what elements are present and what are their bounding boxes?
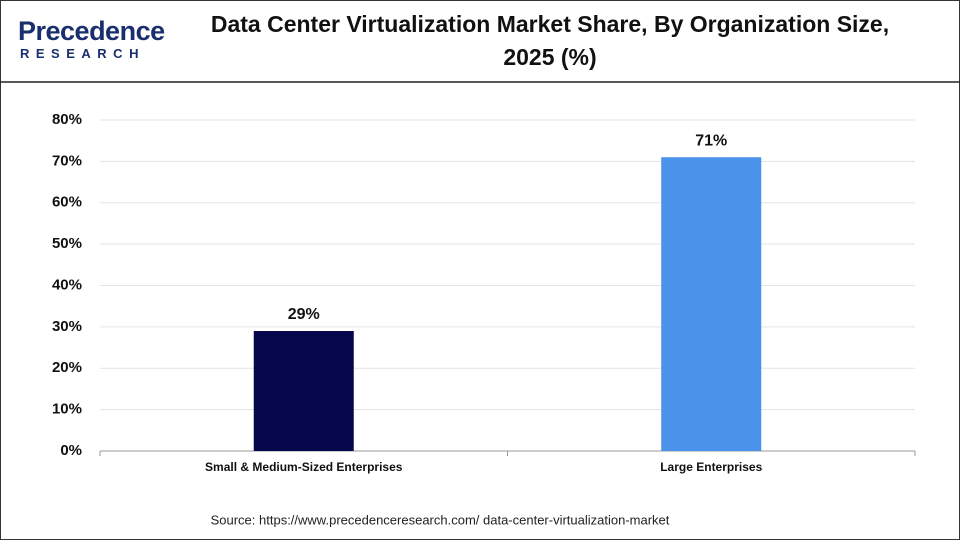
logo-name: Precedence [18,16,165,46]
bar [661,157,762,452]
y-tick-label: 60% [52,194,82,211]
chart-title: Data Center Virtualization Market Share,… [210,11,890,70]
source: Source: https://www.precedenceresearch.c… [211,512,670,527]
y-tick-label: 80% [52,111,82,128]
y-tick-label: 20% [52,359,82,376]
value-label: 71% [695,132,727,149]
x-tick-label: Large Enterprises [660,460,762,474]
x-tick-label: Small & Medium-Sized Enterprises [205,460,403,474]
y-tick-label: 30% [52,318,82,335]
y-tick-label: 70% [52,152,82,169]
logo-tagline: RESEARCH [20,46,145,61]
y-tick-label: 40% [52,276,82,293]
y-tick-label: 10% [52,401,82,418]
y-tick-label: 50% [52,235,82,252]
y-tick-label: 0% [60,442,82,459]
value-label: 29% [288,306,320,323]
bar [253,331,354,451]
